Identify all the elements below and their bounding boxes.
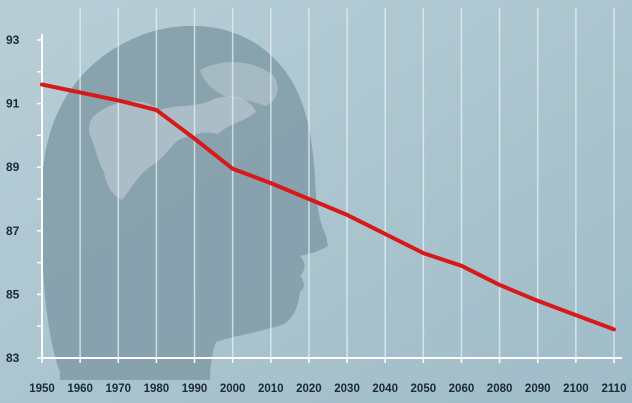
data-point — [270, 182, 272, 184]
x-tick-label: 1950 — [29, 383, 55, 395]
y-tick-label: 85 — [6, 287, 20, 301]
data-point — [117, 99, 119, 101]
x-tick-label: 1990 — [182, 383, 208, 395]
x-tick-label: 2080 — [487, 383, 513, 395]
data-point — [499, 284, 501, 286]
data-point — [460, 265, 462, 267]
x-tick-label: 2020 — [296, 383, 322, 395]
x-tick-label: 2090 — [525, 383, 551, 395]
data-point — [422, 252, 424, 254]
axes — [41, 34, 622, 359]
x-tick-label: 2010 — [258, 383, 284, 395]
x-tick-label: 1970 — [105, 383, 131, 395]
y-axis-ticks: 93 91 89 87 85 83 — [6, 33, 42, 365]
x-tick-label: 2060 — [449, 383, 475, 395]
world-map-asia — [200, 62, 278, 106]
y-tick-label: 93 — [6, 33, 20, 47]
series-layer — [40, 82, 616, 332]
x-tick-label: 2110 — [602, 383, 627, 395]
head-silhouette — [41, 25, 329, 380]
x-axis-ticks: 1950 1960 1970 1980 1990 2000 2010 2020 2030 2040… — [29, 358, 626, 395]
data-point — [346, 214, 348, 216]
y-tick-label: 91 — [6, 97, 20, 111]
x-tick-label: 2050 — [411, 383, 437, 395]
data-point — [232, 168, 234, 170]
data-point — [575, 314, 577, 316]
x-tick-label: 2030 — [334, 383, 360, 395]
x-tick-label: 1980 — [144, 383, 170, 395]
x-tick-label: 2040 — [372, 383, 398, 395]
y-tick-label: 87 — [6, 224, 20, 238]
data-point — [308, 198, 310, 200]
x-tick-label: 1960 — [67, 383, 93, 395]
data-point — [537, 300, 539, 302]
data-point — [613, 328, 615, 330]
x-tick-label: 2000 — [220, 383, 246, 395]
y-tick-label: 83 — [6, 351, 20, 365]
world-map-africa-europe — [89, 96, 256, 200]
data-point — [155, 109, 157, 111]
head-silhouette-illustration — [41, 25, 329, 380]
data-point — [41, 84, 43, 86]
y-tick-label: 89 — [6, 160, 20, 174]
data-point — [194, 138, 196, 140]
data-point — [384, 233, 386, 235]
x-tick-label: 2100 — [563, 383, 589, 395]
